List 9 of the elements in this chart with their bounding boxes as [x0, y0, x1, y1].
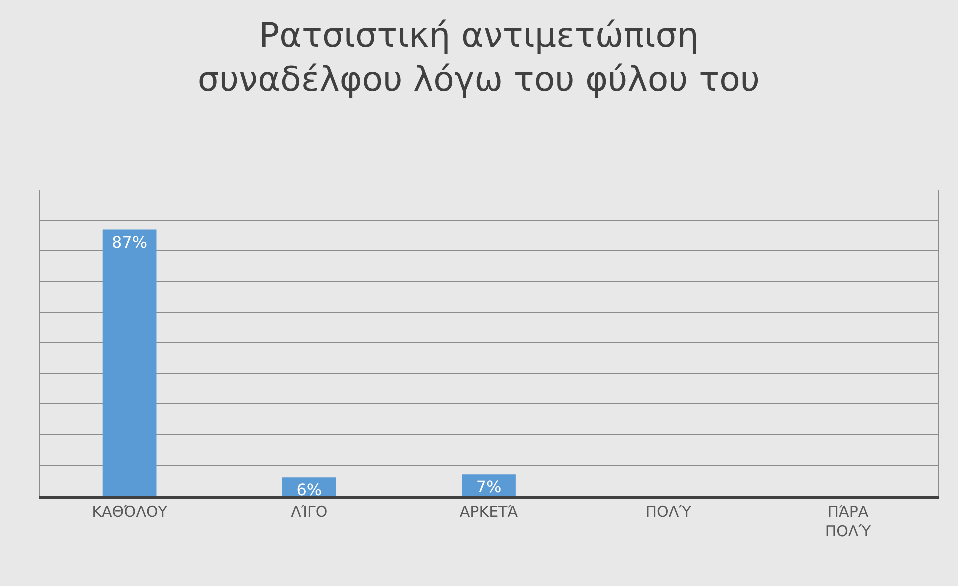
x-tick-label: ΛΊΓΟ	[291, 503, 328, 521]
x-tick-label: ΠΟΛΎ	[646, 503, 692, 521]
data-label: 7%	[476, 478, 502, 497]
chart-title: Ρατσιστική αντιμετώπιση συναδέλφου λόγω του φύλου του	[198, 16, 760, 100]
x-tick-label: ΠΆΡΑ ΠΟΛΎ	[825, 503, 872, 540]
x-tick-label: ΑΡΚΕΤΆ	[460, 503, 519, 521]
x-tick-label: ΚΑΘΌΛΟΥ	[92, 503, 168, 521]
data-label: 87%	[112, 232, 148, 252]
data-label: 6%	[296, 480, 322, 500]
